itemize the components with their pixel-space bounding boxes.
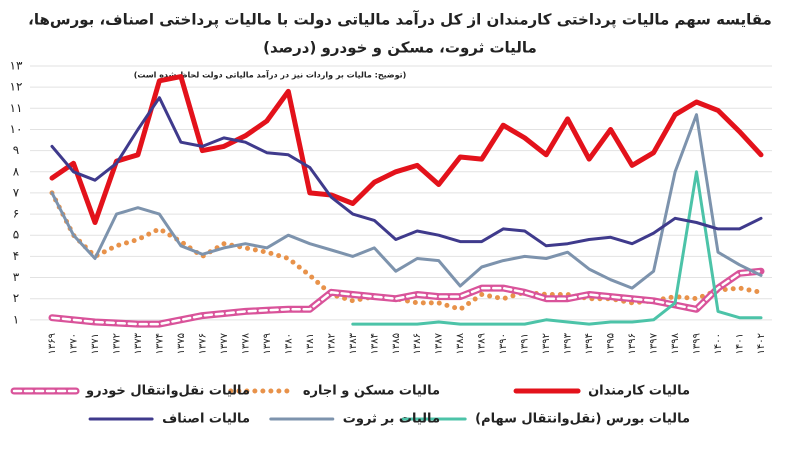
x-tick-label: ۱۳۹۸ (670, 332, 681, 354)
chart-title: مقایسه سهم مالیات پرداختی کارمندان از کل… (28, 11, 772, 30)
y-tick-label: ۳ (13, 270, 20, 284)
legend-label: مالیات کارمندان (588, 384, 690, 399)
x-tick-label: ۱۳۷۸ (240, 332, 251, 354)
legend-label: مالیات بر ثروت (343, 412, 440, 427)
legend-label: مالیات اصناف (162, 412, 250, 427)
y-tick-label: ۱۳ (10, 59, 23, 73)
line (50, 96, 763, 248)
line (49, 190, 764, 312)
line (48, 267, 765, 328)
y-tick-label: ۲ (13, 291, 19, 305)
legend-label: مالیات نقل‌وانتقال خودرو (85, 384, 250, 399)
y-tick-label: ۷ (13, 185, 20, 199)
x-tick-label: ۱۳۸۴ (369, 333, 380, 354)
x-tick-label: ۱۳۷۴ (154, 333, 165, 354)
x-tick-label: ۱۳۸۷ (434, 332, 445, 354)
x-tick-label: ۱۳۸۶ (412, 333, 423, 354)
x-tick-label: ۱۳۷۹ (262, 333, 273, 354)
x-tick-label: ۱۳۷۰ (68, 333, 79, 354)
y-tick-label: ۹ (13, 143, 19, 157)
y-tick-label: ۱ (13, 312, 19, 326)
y-tick-label: ۸ (13, 164, 20, 178)
x-tick-label: ۱۳۹۶ (627, 333, 638, 354)
x-tick-label: ۱۴۰۱ (735, 333, 746, 354)
y-tick-label: ۱۱ (10, 101, 23, 115)
x-tick-label: ۱۳۹۲ (541, 333, 552, 354)
x-tick-label: ۱۳۷۲ (111, 333, 122, 354)
legend-label: مالیات بورس (نقل‌وانتقال سهام) (475, 412, 690, 427)
x-tick-label: ۱۳۸۱ (305, 333, 316, 354)
x-tick-label: ۱۳۹۹ (692, 333, 703, 354)
x-tick-label: ۱۳۸۵ (391, 333, 402, 354)
x-tick-label: ۱۳۷۵ (176, 333, 187, 354)
line-stripe (50, 269, 763, 326)
chart-subtitle: مالیات ثروت، مسکن و خودرو (درصد) (263, 39, 537, 57)
x-tick-label: ۱۳۷۱ (90, 333, 101, 354)
x-tick-label: ۱۳۹۳ (563, 332, 574, 354)
x-tick-label: ۱۳۷۶ (197, 333, 208, 354)
y-tick-label: ۵ (13, 228, 19, 242)
legend-label: مالیات مسکن و اجاره (303, 384, 440, 399)
line (50, 113, 763, 290)
x-tick-label: ۱۳۸۹ (477, 333, 488, 354)
x-tick-label: ۱۳۸۳ (348, 332, 359, 354)
x-tick-label: ۱۳۹۰ (498, 333, 509, 354)
x-tick-label: ۱۳۹۷ (649, 332, 660, 354)
x-tick-label: ۱۳۷۳ (133, 332, 144, 354)
x-tick-label: ۱۳۸۰ (283, 333, 294, 354)
x-tick-label: ۱۳۹۵ (606, 333, 617, 354)
y-tick-label: ۱۲ (10, 80, 23, 94)
chart-note: (توضیح: مالیات بر واردات نیز در درآمد ما… (134, 70, 407, 80)
y-tick-label: ۴ (13, 249, 19, 263)
line (49, 74, 764, 225)
grid (30, 65, 772, 321)
x-tick-label: ۱۳۸۲ (326, 333, 337, 354)
x-tick-label: ۱۴۰۰ (713, 333, 724, 354)
x-tick-label: ۱۳۸۸ (455, 332, 466, 354)
x-tick-label: ۱۳۷۷ (219, 332, 230, 354)
x-tick-label: ۱۴۰۲ (756, 333, 767, 354)
x-tick-label: ۱۳۶۹ (47, 333, 58, 354)
y-tick-label: ۶ (13, 207, 19, 221)
x-tick-label: ۱۳۹۱ (520, 333, 531, 354)
x-tick-label: ۱۳۹۴ (584, 333, 595, 354)
y-tick-label: ۱۰ (10, 122, 23, 136)
line (351, 170, 763, 326)
